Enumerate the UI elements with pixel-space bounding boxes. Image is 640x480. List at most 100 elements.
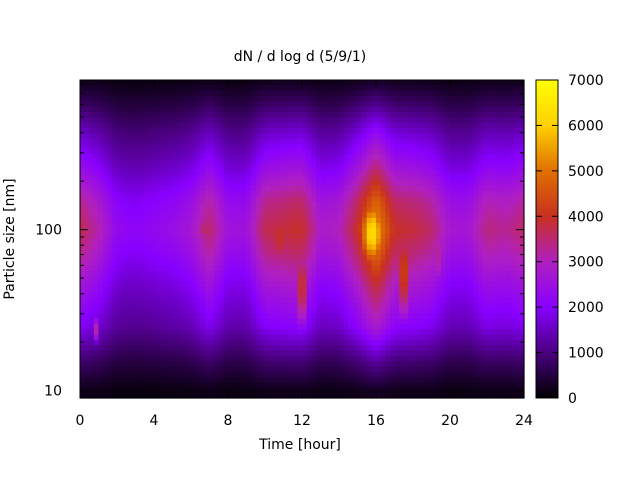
heatmap-cell <box>339 106 345 113</box>
heatmap-cell <box>399 334 405 341</box>
heatmap-cell <box>380 196 386 203</box>
heatmap-cell <box>246 371 252 378</box>
heatmap-cell <box>292 345 298 351</box>
heatmap-cell <box>436 249 442 256</box>
heatmap-cell <box>204 249 211 256</box>
heatmap-cell <box>232 382 238 388</box>
heatmap-cell <box>237 217 243 224</box>
heatmap-cell <box>223 233 229 240</box>
heatmap-cell <box>117 329 123 335</box>
heatmap-cell <box>103 101 109 108</box>
heatmap-cell <box>315 154 322 161</box>
heatmap-cell <box>366 122 372 129</box>
heatmap-cell <box>181 159 187 166</box>
heatmap-cell <box>459 339 465 346</box>
heatmap-cell <box>126 85 132 92</box>
heatmap-cell <box>320 244 326 251</box>
heatmap-cell <box>450 196 456 203</box>
heatmap-cell <box>195 90 201 97</box>
heatmap-cell <box>255 297 261 304</box>
heatmap-cell <box>459 270 465 277</box>
heatmap-cell <box>163 350 169 357</box>
heatmap-cell <box>232 334 238 341</box>
heatmap-cell <box>251 366 257 373</box>
heatmap-cell <box>269 143 275 150</box>
heatmap-cell <box>191 254 197 261</box>
heatmap-cell <box>107 281 113 288</box>
heatmap-cell <box>223 366 229 373</box>
heatmap-cell <box>325 270 331 277</box>
heatmap-cell <box>140 191 146 198</box>
heatmap-cell <box>269 249 275 256</box>
heatmap-cell <box>181 95 187 102</box>
heatmap-cell <box>283 196 289 203</box>
heatmap-cell <box>315 127 322 134</box>
heatmap-cell <box>362 339 368 346</box>
heatmap-cell <box>117 106 123 113</box>
heatmap-cell <box>311 196 317 203</box>
heatmap-cell <box>260 201 266 208</box>
heatmap-cell <box>112 223 118 229</box>
heatmap-cell <box>260 371 266 378</box>
heatmap-cell <box>167 228 174 235</box>
heatmap-cell <box>260 366 266 373</box>
heatmap-cell <box>158 392 164 399</box>
heatmap-cell <box>130 228 137 235</box>
heatmap-cell <box>135 127 141 134</box>
heatmap-cell <box>394 334 400 341</box>
heatmap-cell <box>422 175 428 182</box>
heatmap-cell <box>394 366 400 373</box>
heatmap-cell <box>177 244 183 251</box>
heatmap-cell <box>399 175 405 182</box>
heatmap-cell <box>278 260 285 267</box>
heatmap-cell <box>315 313 322 320</box>
heatmap-cell <box>297 217 303 224</box>
heatmap-cell <box>103 392 109 399</box>
heatmap-cell <box>399 254 405 261</box>
heatmap-cell <box>93 117 100 123</box>
heatmap-cell <box>223 85 229 92</box>
heatmap-cell <box>144 90 150 97</box>
heatmap-cell <box>306 302 312 309</box>
heatmap-cell <box>172 159 178 166</box>
heatmap-cell <box>288 80 294 86</box>
heatmap-cell <box>389 133 396 139</box>
heatmap-cell <box>149 292 155 298</box>
heatmap-cell <box>348 180 354 187</box>
heatmap-cell <box>348 366 354 373</box>
heatmap-cell <box>241 127 248 134</box>
heatmap-cell <box>126 143 132 150</box>
heatmap-cell <box>339 265 345 272</box>
heatmap-cell <box>177 366 183 373</box>
heatmap-cell <box>454 101 460 108</box>
heatmap-cell <box>89 170 95 176</box>
heatmap-cell <box>130 249 137 256</box>
heatmap-cell <box>371 122 377 129</box>
heatmap-cell <box>135 143 141 150</box>
heatmap-cell <box>431 186 437 192</box>
heatmap-cell <box>417 95 423 102</box>
heatmap-cell <box>163 217 169 224</box>
heatmap-cell <box>80 117 86 123</box>
heatmap-cell <box>385 207 391 214</box>
heatmap-cell <box>121 276 127 282</box>
heatmap-cell <box>431 106 437 113</box>
heatmap-cell <box>389 329 396 335</box>
heatmap-cell <box>357 244 363 251</box>
heatmap-cell <box>306 318 312 325</box>
heatmap-cell <box>325 133 331 139</box>
heatmap-cell <box>117 191 123 198</box>
heatmap-cell <box>121 133 127 139</box>
heatmap-cell <box>232 371 238 378</box>
heatmap-cell <box>172 307 178 314</box>
heatmap-cell <box>445 350 451 357</box>
heatmap-cell <box>93 164 100 171</box>
heatmap-cell <box>436 387 442 394</box>
heatmap-cell <box>228 292 234 298</box>
heatmap-cell <box>130 297 137 304</box>
heatmap-cell <box>436 334 442 341</box>
heatmap-cell <box>278 127 285 134</box>
heatmap-cell <box>394 212 400 219</box>
heatmap-cell <box>413 366 419 373</box>
heatmap-cell <box>200 212 206 219</box>
